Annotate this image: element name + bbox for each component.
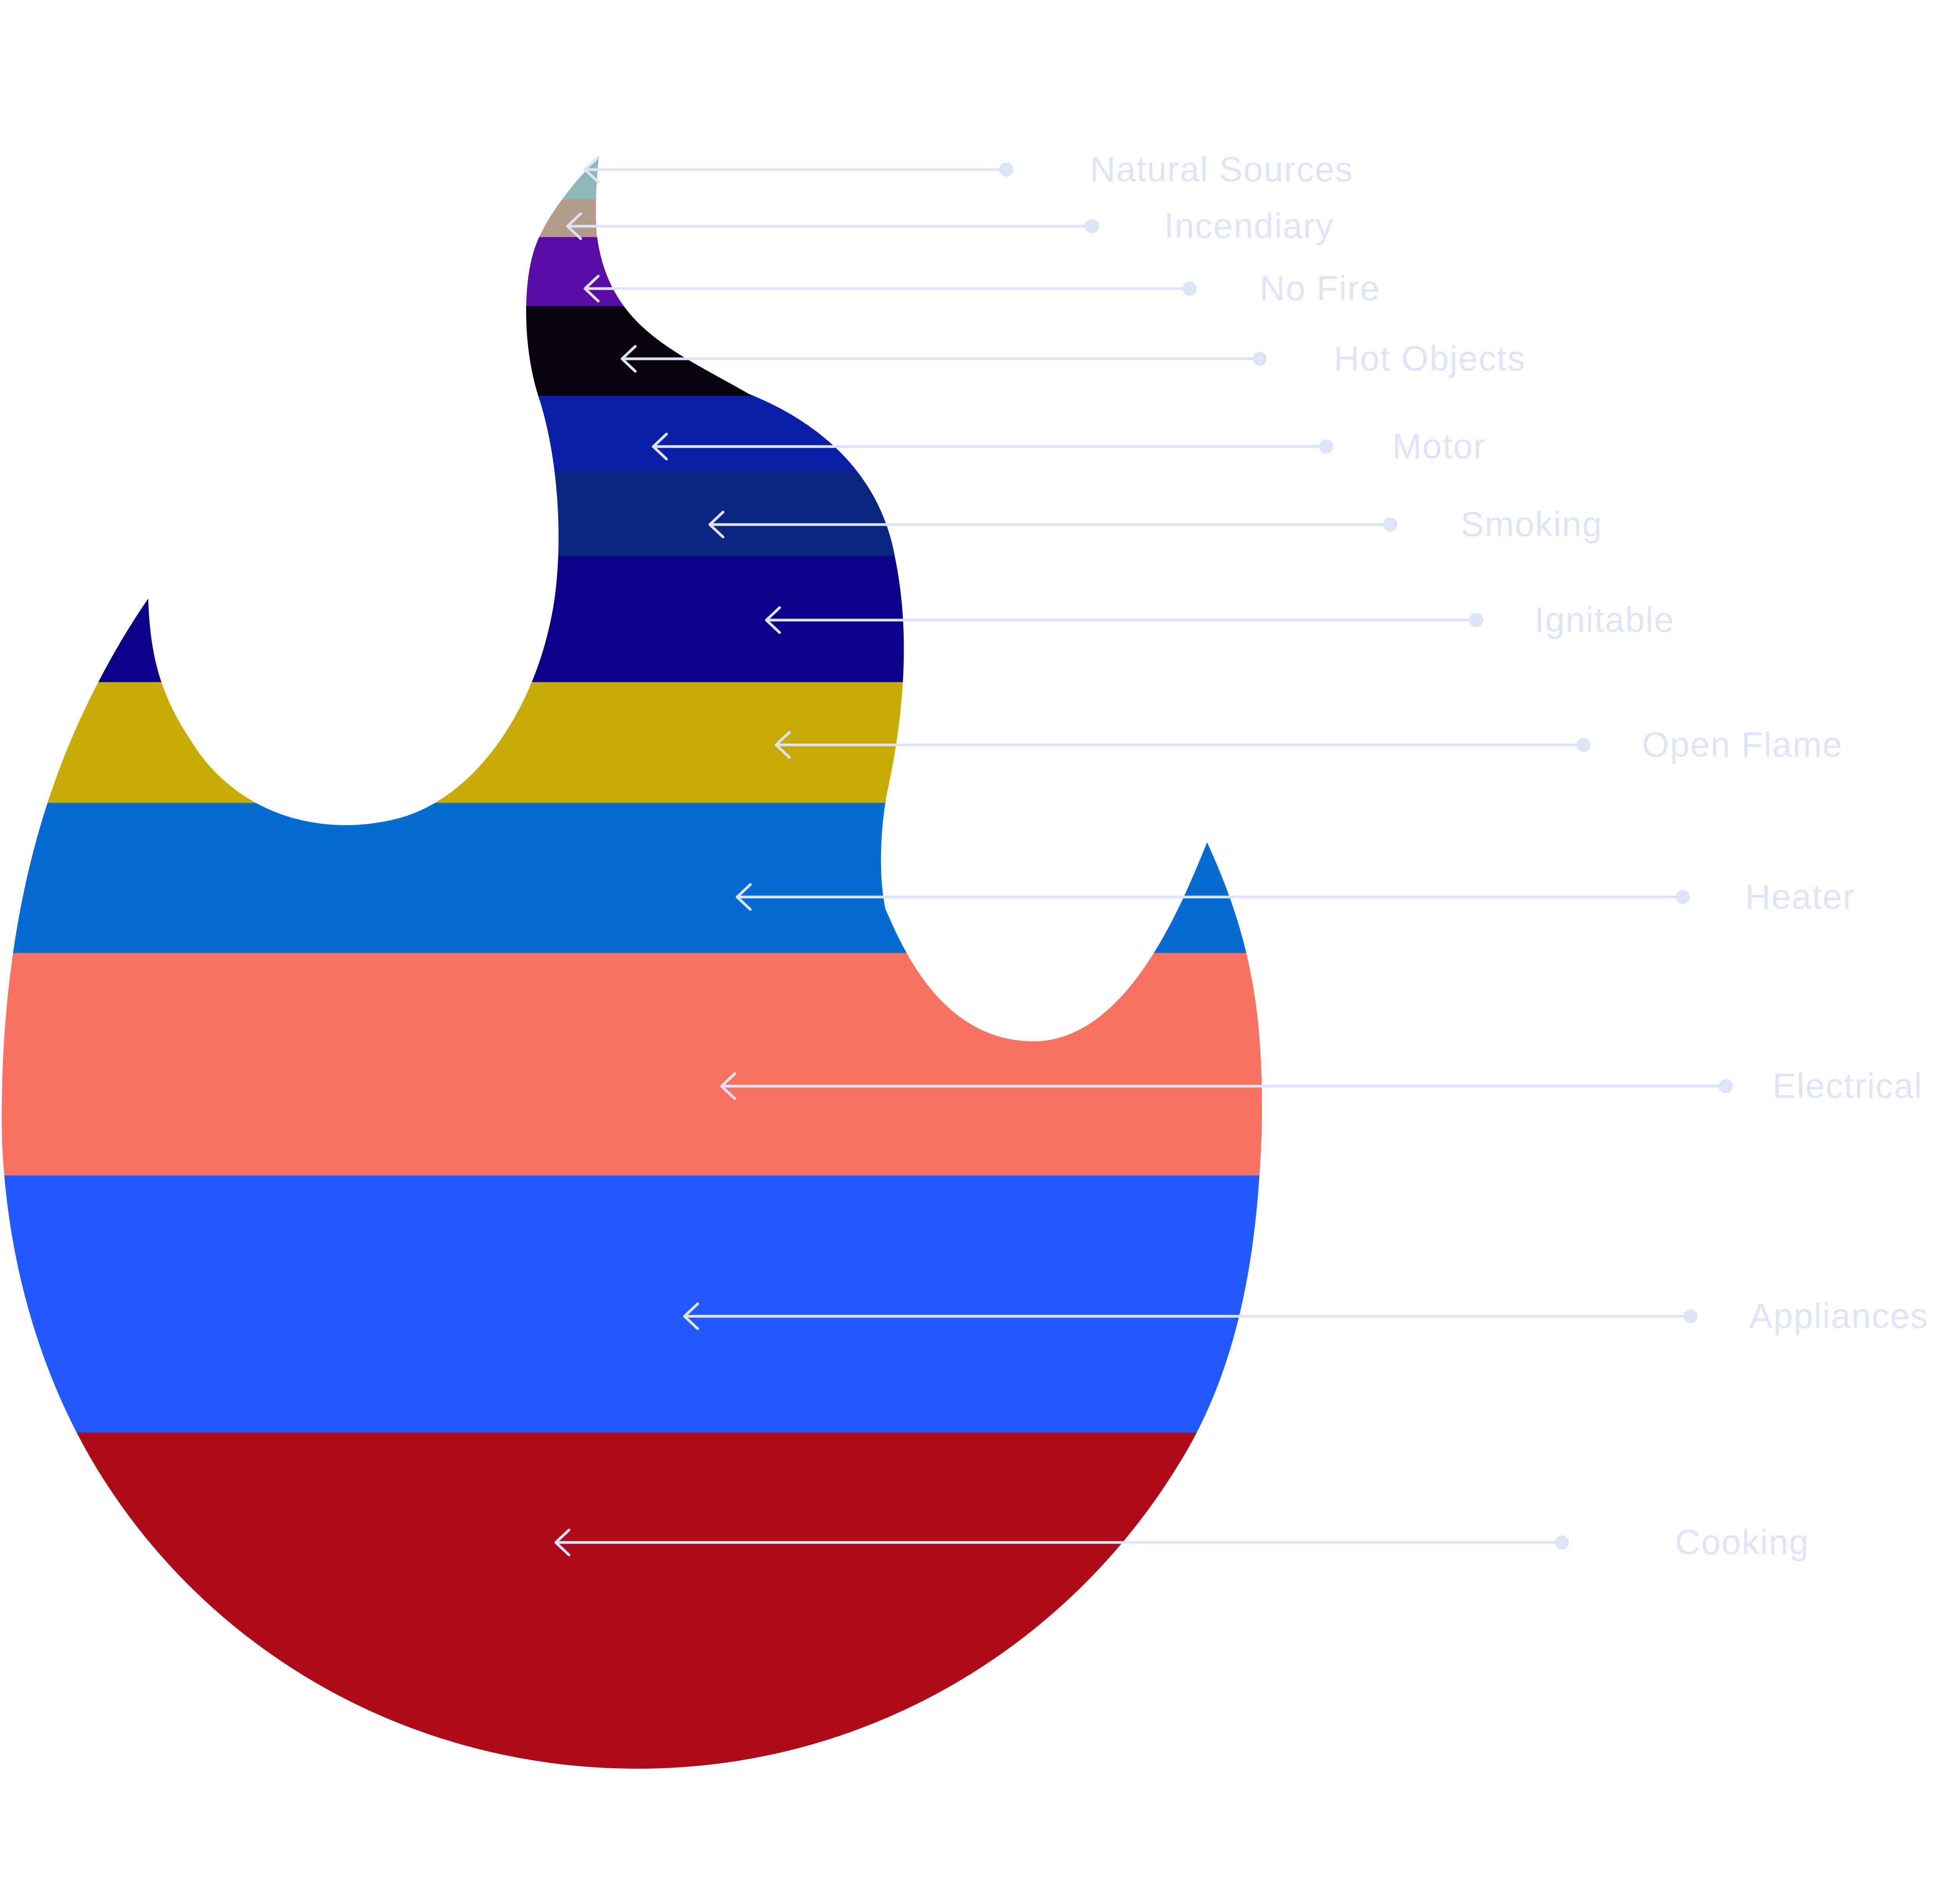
arrow-left-icon	[775, 731, 791, 759]
label-appliances: Appliances	[1749, 1297, 1929, 1336]
flame-bands	[2, 158, 1262, 1769]
label-open-flame: Open Flame	[1642, 725, 1843, 764]
label-hot-objects: Hot Objects	[1334, 339, 1526, 378]
band-motor	[2, 395, 1262, 472]
band-hot-objects	[2, 306, 1262, 396]
label-smoking: Smoking	[1461, 505, 1603, 544]
label-incendiary: Incendiary	[1164, 207, 1334, 246]
arrow-left-icon	[736, 883, 752, 911]
band-heater	[2, 803, 1262, 954]
band-appliances	[2, 1175, 1262, 1433]
label-heater: Heater	[1745, 878, 1855, 917]
leader-dot-ignitable	[1469, 613, 1483, 627]
leader-dot-heater	[1676, 890, 1690, 904]
leader-dot-cooking	[1555, 1535, 1569, 1549]
label-cooking: Cooking	[1675, 1523, 1809, 1562]
leader-dot-natural-sources	[999, 163, 1013, 177]
leader-dot-smoking	[1383, 518, 1397, 532]
label-motor: Motor	[1392, 427, 1486, 466]
leader-dot-appliances	[1684, 1309, 1698, 1323]
leader-dot-incendiary	[1085, 219, 1099, 233]
leader-dot-motor	[1319, 440, 1333, 454]
arrow-left-icon	[683, 1302, 699, 1330]
arrow-left-icon	[583, 156, 600, 184]
leader-dot-electrical	[1719, 1079, 1733, 1093]
arrow-left-icon	[708, 511, 725, 539]
label-electrical: Electrical	[1773, 1067, 1923, 1106]
band-no-fire	[2, 237, 1262, 307]
band-smoking	[2, 472, 1262, 557]
arrow-left-icon	[566, 212, 582, 240]
band-cooking	[2, 1432, 1262, 1769]
band-open-flame	[2, 682, 1262, 803]
label-natural-sources: Natural Sources	[1090, 150, 1353, 189]
leader-dot-hot-objects	[1253, 352, 1267, 366]
band-electrical	[2, 953, 1262, 1176]
label-no-fire: No Fire	[1260, 269, 1380, 308]
arrow-left-icon	[554, 1528, 571, 1557]
leader-dot-no-fire	[1182, 282, 1197, 296]
arrow-left-icon	[620, 345, 637, 373]
arrow-left-icon	[652, 433, 668, 461]
label-ignitable: Ignitable	[1535, 601, 1674, 640]
arrow-left-icon	[720, 1072, 736, 1100]
arrow-left-icon	[583, 275, 600, 303]
arrow-left-icon	[765, 606, 781, 634]
leader-lines: Natural Sources Incendiary No Fire Hot Obje…	[554, 150, 1929, 1562]
leader-dot-open-flame	[1576, 738, 1590, 752]
